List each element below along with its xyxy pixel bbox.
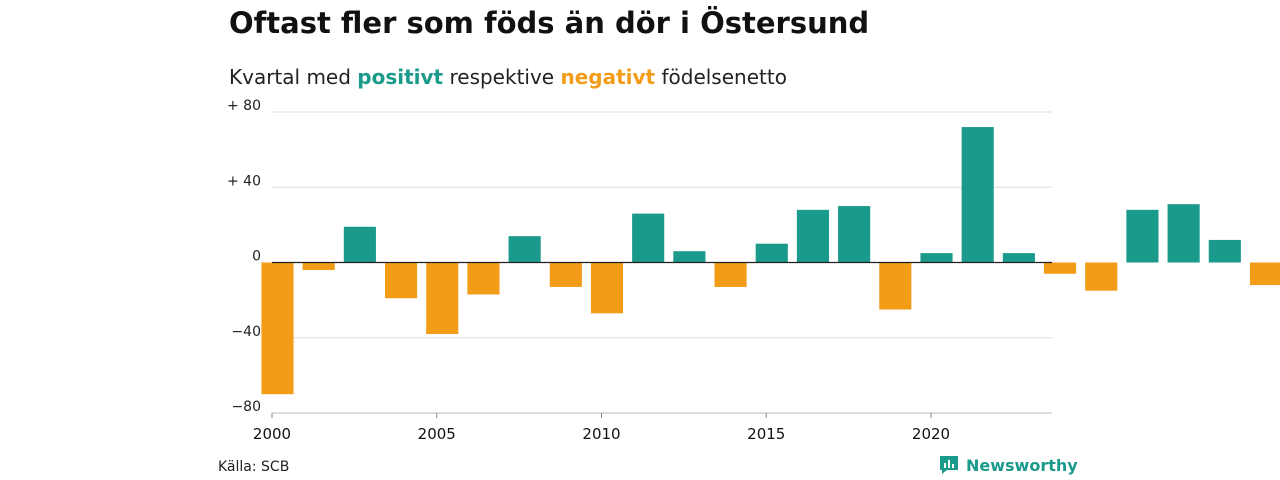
bar — [1167, 204, 1200, 263]
bars — [261, 127, 1280, 395]
chart-title: Oftast fler som föds än dör i Östersund — [229, 6, 870, 40]
chart-subtitle: Kvartal med positivt respektive negativt… — [229, 65, 787, 89]
x-axis: 2000 2005 2010 2015 2020 — [253, 261, 1052, 443]
bar — [961, 127, 994, 263]
bar — [714, 262, 747, 287]
bar — [343, 226, 376, 263]
bar — [1126, 209, 1159, 263]
bar — [879, 262, 912, 310]
bar — [1249, 262, 1280, 286]
subtitle-positive-label: positivt — [357, 65, 444, 89]
subtitle-prefix: Kvartal med — [229, 65, 358, 89]
subtitle-suffix: födelsenetto — [655, 65, 787, 89]
y-tick-label: + 40 — [227, 173, 261, 189]
bar — [1208, 239, 1241, 263]
bar — [467, 262, 500, 295]
x-tick-label: 2005 — [418, 425, 456, 443]
bar — [508, 236, 541, 263]
y-tick-label: 0 — [252, 249, 261, 265]
x-tick-label: 2020 — [912, 425, 950, 443]
y-tick-labels: + 80 + 40 0 −40 −80 — [227, 98, 261, 415]
bar — [426, 262, 459, 334]
bar — [632, 213, 665, 263]
bar — [755, 243, 788, 263]
bar — [590, 262, 624, 314]
bar — [920, 253, 953, 263]
newsworthy-icon — [940, 456, 958, 474]
bar — [1043, 262, 1077, 274]
y-tick-label: + 80 — [227, 98, 261, 114]
bar — [838, 206, 871, 263]
brand-name: Newsworthy — [966, 455, 1078, 475]
x-tick-label: 2015 — [747, 425, 785, 443]
x-tick-label: 2000 — [253, 425, 291, 443]
y-tick-label: −40 — [231, 324, 261, 340]
bar — [384, 262, 418, 299]
bar — [673, 251, 706, 263]
bar — [1085, 262, 1118, 291]
subtitle-negative-label: negativt — [560, 65, 656, 89]
bar — [261, 262, 294, 395]
y-tick-label: −80 — [231, 399, 261, 415]
bar — [1002, 253, 1035, 263]
bar — [302, 262, 335, 271]
subtitle-middle: respektive — [443, 65, 561, 89]
bar — [796, 209, 830, 263]
bar — [549, 262, 582, 287]
x-tick-label: 2010 — [582, 425, 620, 443]
newsworthy-logo[interactable]: Newsworthy — [938, 455, 1078, 475]
source-note: Källa: SCB — [218, 459, 290, 475]
